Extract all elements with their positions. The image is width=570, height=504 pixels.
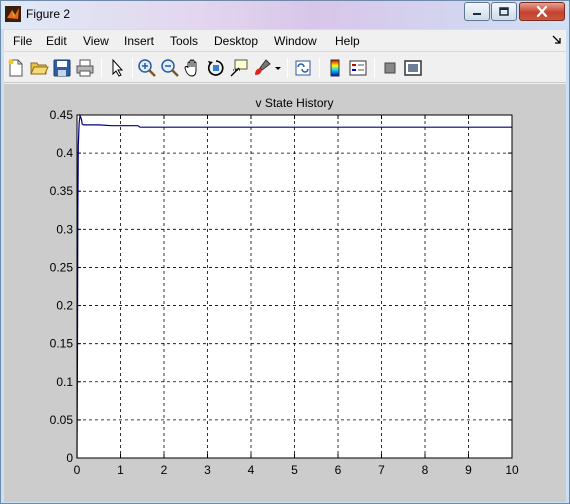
zoom-in-icon[interactable] [137, 58, 157, 78]
y-tick-label: 0 [66, 451, 73, 465]
y-tick-label: 0.35 [50, 184, 74, 198]
hide-plot-tools-icon[interactable] [380, 58, 400, 78]
figure-client: File Edit View Insert Tools Desktop Wind… [4, 30, 566, 502]
zoom-out-icon[interactable] [160, 58, 180, 78]
x-tick-label: 6 [335, 463, 342, 477]
menu-edit[interactable]: Edit [46, 34, 67, 48]
minimize-button[interactable] [464, 2, 490, 21]
y-tick-label: 0.3 [56, 222, 73, 236]
maximize-button[interactable] [491, 2, 517, 21]
close-button[interactable] [519, 2, 565, 21]
toolbar-separator [319, 58, 320, 78]
x-tick-label: 8 [422, 463, 429, 477]
x-tick-label: 7 [378, 463, 385, 477]
matlab-logo-icon [5, 6, 21, 22]
print-icon[interactable] [75, 58, 95, 78]
menu-desktop[interactable]: Desktop [214, 34, 259, 48]
brush-dropdown-icon[interactable] [273, 58, 283, 78]
chart-title: v State History [255, 96, 333, 110]
y-tick-label: 0.15 [50, 337, 74, 351]
toolbar-separator [287, 58, 288, 78]
x-tick-label: 4 [248, 463, 255, 477]
x-tick-label: 3 [204, 463, 211, 477]
window-title: Figure 2 [26, 7, 71, 21]
menu-insert[interactable]: Insert [124, 34, 155, 48]
maximize-icon [499, 7, 509, 16]
new-figure-icon[interactable] [6, 58, 26, 78]
menu-bar: File Edit View Insert Tools Desktop Wind… [4, 30, 566, 52]
y-tick-label: 0.4 [56, 146, 73, 160]
x-tick-label: 10 [505, 463, 519, 477]
data-series-line [76, 113, 512, 459]
menu-file[interactable]: File [13, 34, 33, 48]
menu-help[interactable]: Help [335, 34, 360, 48]
y-tick-label: 0.2 [56, 299, 73, 313]
figure-toolbar [4, 53, 566, 83]
plot-frame [76, 114, 513, 459]
edit-plot-arrow-icon[interactable] [107, 58, 127, 78]
legend-icon[interactable] [348, 58, 368, 78]
x-tick-label: 9 [465, 463, 472, 477]
toolbar-separator [101, 58, 102, 78]
minimize-icon [473, 12, 481, 15]
figure-canvas[interactable]: 0 1 2 3 4 5 6 7 8 9 10 0 0.05 0.1 0.15 0.2 0.25 0.3 0.35 0.… [4, 84, 566, 502]
toolbar-separator [132, 58, 133, 78]
menu-view[interactable]: View [83, 34, 109, 48]
link-plot-icon[interactable] [293, 58, 313, 78]
x-tick-label: 5 [291, 463, 298, 477]
y-tick-label: 0.1 [56, 375, 73, 389]
line-chart[interactable]: 0 1 2 3 4 5 6 7 8 9 10 0 0.05 0.1 0.15 0.2 0.25 0.3 0.35 0.… [4, 84, 566, 502]
plot-area [77, 115, 512, 458]
dock-arrow-icon[interactable] [552, 35, 561, 44]
y-tick-label: 0.05 [50, 413, 74, 427]
x-tick-label: 1 [117, 463, 124, 477]
toolbar-separator [374, 58, 375, 78]
save-icon[interactable] [52, 58, 72, 78]
y-tick-label: 0.45 [50, 108, 74, 122]
x-tick-label: 2 [161, 463, 168, 477]
close-icon [536, 6, 548, 17]
pan-hand-icon[interactable] [183, 58, 203, 78]
rotate-3d-icon[interactable] [206, 58, 226, 78]
open-file-icon[interactable] [29, 58, 49, 78]
x-tick-label: 0 [74, 463, 81, 477]
y-tick-label: 0.25 [50, 260, 74, 274]
menu-window[interactable]: Window [274, 34, 317, 48]
title-bar[interactable]: Figure 2 [1, 1, 569, 29]
brush-icon[interactable] [252, 58, 272, 78]
show-plot-tools-icon[interactable] [403, 58, 423, 78]
menu-tools[interactable]: Tools [170, 34, 199, 48]
colorbar-icon[interactable] [325, 58, 345, 78]
data-cursor-icon[interactable] [229, 58, 249, 78]
